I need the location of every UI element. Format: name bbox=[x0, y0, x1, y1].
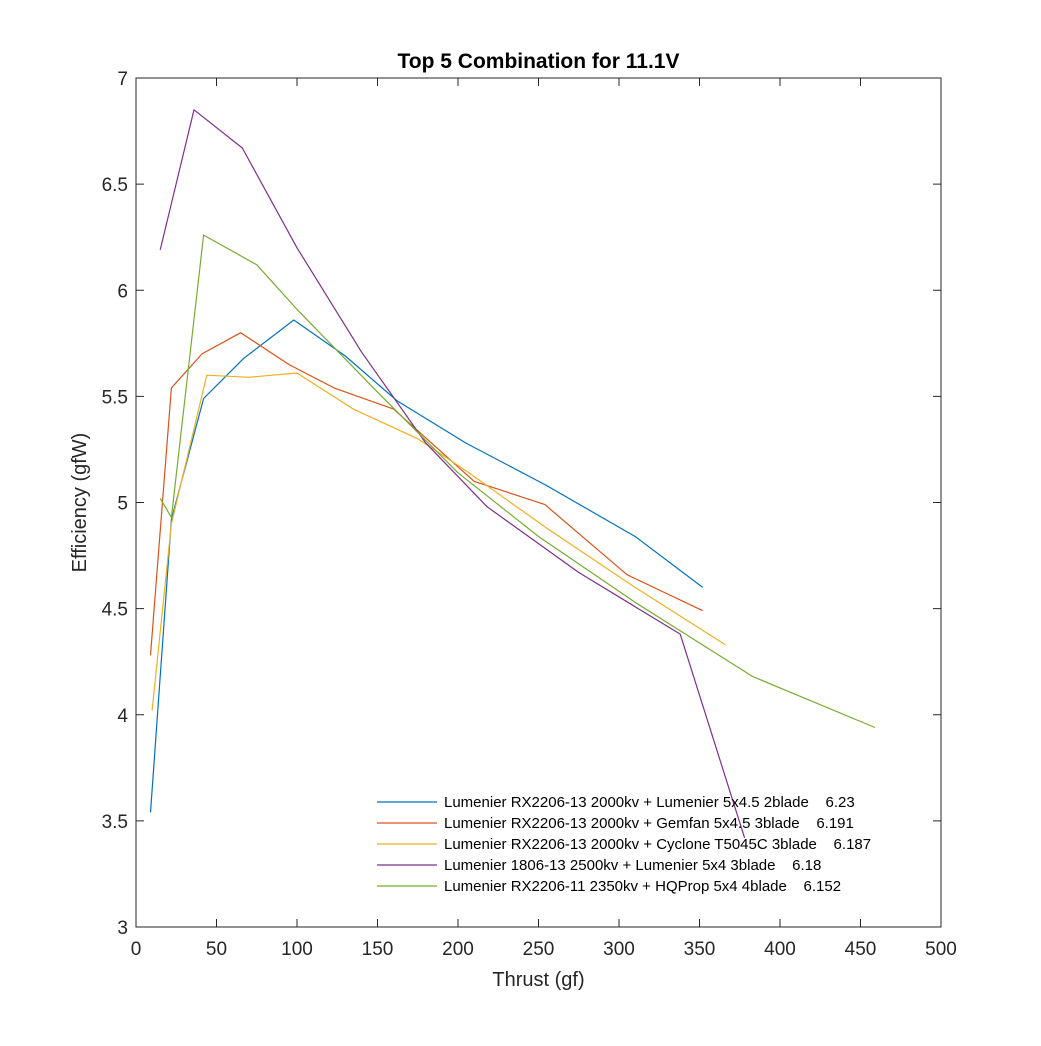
x-tick-label: 150 bbox=[362, 939, 394, 960]
legend-label-2: Lumenier RX2206-13 2000kv + Gemfan 5x4.5… bbox=[444, 815, 854, 832]
series-line-1 bbox=[149, 319, 704, 813]
legend-label-5: Lumenier RX2206-11 2350kv + HQProp 5x4 4… bbox=[444, 878, 841, 895]
x-tick-label: 450 bbox=[845, 939, 877, 960]
series-line-3 bbox=[151, 372, 726, 711]
y-tick-label: 6.5 bbox=[102, 175, 128, 196]
y-tick-label: 7 bbox=[117, 69, 128, 90]
x-tick-label: 50 bbox=[206, 939, 227, 960]
y-tick-label: 5.5 bbox=[102, 387, 128, 408]
legend-label-4: Lumenier 1806-13 2500kv + Lumenier 5x4 3… bbox=[444, 857, 821, 874]
series-line-2 bbox=[149, 332, 703, 656]
y-axis-title: Efficiency (gfW) bbox=[69, 433, 91, 573]
y-tick-label: 4.5 bbox=[102, 600, 128, 621]
y-tick-label: 3.5 bbox=[102, 812, 128, 833]
series-line-5 bbox=[159, 234, 876, 729]
x-tick-label: 350 bbox=[684, 939, 716, 960]
x-tick-label: 500 bbox=[925, 939, 957, 960]
x-tick-label: 200 bbox=[442, 939, 474, 960]
x-tick-label: 100 bbox=[281, 939, 313, 960]
legend-label-3: Lumenier RX2206-13 2000kv + Cyclone T504… bbox=[444, 836, 871, 853]
y-tick-label: 4 bbox=[117, 706, 128, 727]
chart-title: Top 5 Combination for 11.1V bbox=[398, 50, 680, 73]
y-tick-label: 3 bbox=[117, 918, 128, 939]
y-tick-label: 5 bbox=[117, 494, 128, 515]
legend: Lumenier RX2206-13 2000kv + Lumenier 5x4… bbox=[377, 794, 871, 895]
legend-label-1: Lumenier RX2206-13 2000kv + Lumenier 5x4… bbox=[444, 794, 855, 811]
axes-layer: 0 50 100 150 200 250 300 350 400 450 500 3 3.5 4 4.5 5 5… bbox=[102, 69, 957, 960]
x-axis-title: Thrust (gf) bbox=[492, 969, 584, 991]
series-line-4 bbox=[159, 109, 746, 839]
y-tick-label: 6 bbox=[117, 281, 128, 302]
x-tick-label: 300 bbox=[603, 939, 635, 960]
x-tick-label: 400 bbox=[764, 939, 796, 960]
x-tick-label: 250 bbox=[523, 939, 555, 960]
x-tick-label: 0 bbox=[131, 939, 142, 960]
series-layer bbox=[149, 109, 876, 839]
